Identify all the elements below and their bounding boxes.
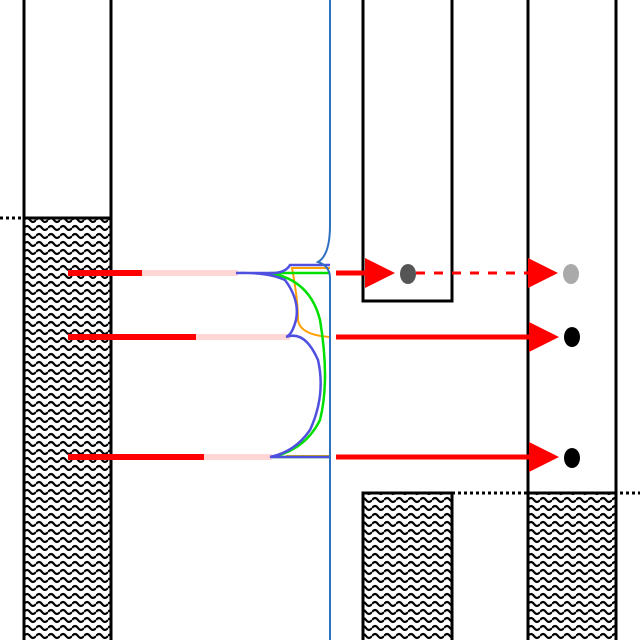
far-right-column-upper xyxy=(526,0,618,495)
dot-black-middle xyxy=(564,327,580,347)
blue-curve xyxy=(235,263,330,459)
left-column-hatched xyxy=(22,216,113,640)
dot-light xyxy=(563,264,579,284)
lower-middle-block xyxy=(361,491,454,640)
left-column-upper xyxy=(22,0,113,220)
upper-right-chamber xyxy=(361,0,454,303)
far-right-column-hatched xyxy=(526,491,618,640)
dot-dark xyxy=(400,264,416,284)
green-curve xyxy=(269,271,330,459)
center-vertical-line xyxy=(315,0,331,640)
dot-black-bottom xyxy=(564,448,580,468)
